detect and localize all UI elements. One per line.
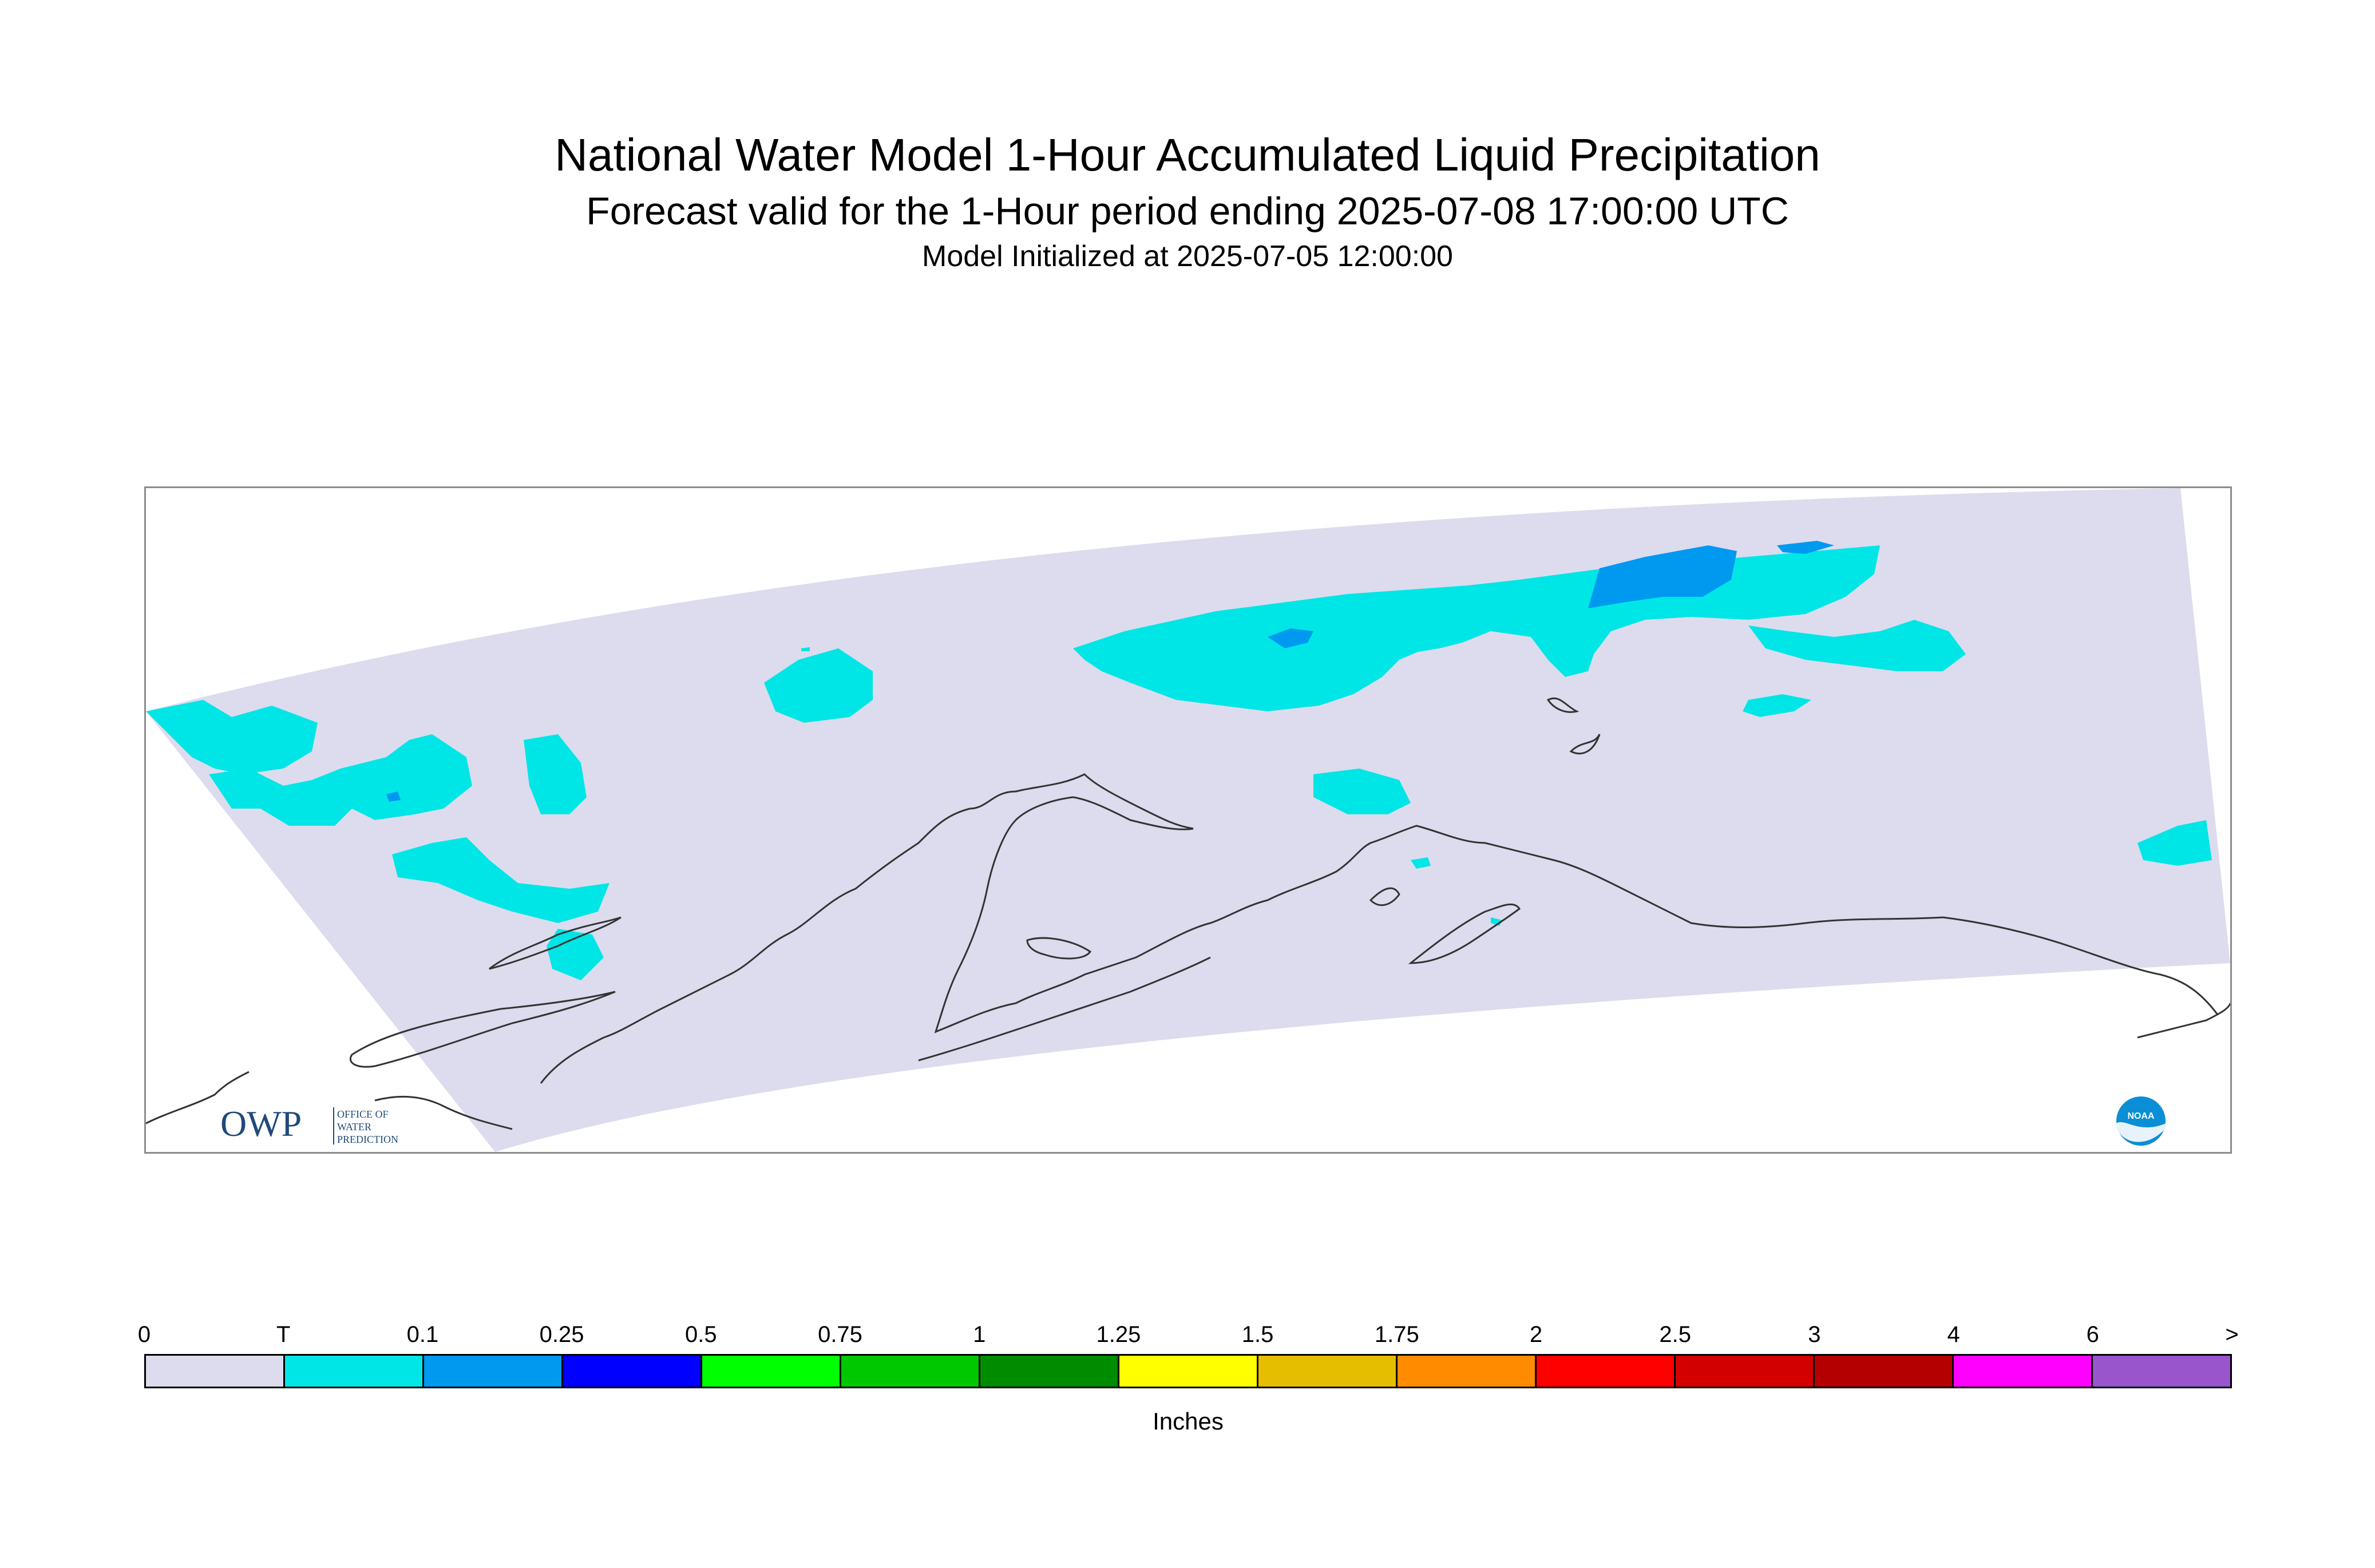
- legend-swatch: [841, 1356, 980, 1387]
- svg-text:PREDICTION: PREDICTION: [337, 1134, 398, 1145]
- legend-swatch: [980, 1356, 1119, 1387]
- legend-units: Inches: [1153, 1408, 1224, 1435]
- owp-logo-icon: OWP OFFICE OF WATER PREDICTION: [220, 1103, 398, 1145]
- legend-tick-label: 6: [2086, 1322, 2099, 1347]
- colorbar: [144, 1354, 2232, 1388]
- precip-light-areas: [386, 541, 1834, 802]
- legend-swatch: [1258, 1356, 1398, 1387]
- legend-tick-label: 0.75: [818, 1322, 862, 1347]
- legend-tick-label: 0.1: [406, 1322, 439, 1347]
- legend-swatch: [146, 1356, 285, 1387]
- legend-swatch: [702, 1356, 841, 1387]
- legend-tick-label: 2: [1529, 1322, 1543, 1347]
- legend-tick-label: 0.25: [539, 1322, 584, 1347]
- svg-text:OFFICE OF: OFFICE OF: [337, 1108, 389, 1120]
- legend-tick-label: T: [276, 1322, 291, 1347]
- legend-tick-label: 2.5: [1659, 1322, 1691, 1347]
- legend-tick-label: 1: [973, 1322, 986, 1347]
- noaa-logo-icon: NOAA: [2115, 1095, 2167, 1147]
- color-legend: 0 T 0.1 0.25 0.5 0.75 1 1.25 1.5 1.75 2 2.5 3 4 6 > Inc…: [138, 1322, 2239, 1465]
- legend-swatch: [424, 1356, 563, 1387]
- legend-tick-label: 3: [1808, 1322, 1821, 1347]
- map-title: National Water Model 1-Hour Accumulated …: [555, 129, 1820, 180]
- legend-swatch: [1537, 1356, 1676, 1387]
- legend-swatch: [2093, 1356, 2230, 1387]
- legend-tick-label: 1.5: [1241, 1322, 1274, 1347]
- model-domain: [146, 488, 2230, 1152]
- svg-text:NOAA: NOAA: [2127, 1111, 2155, 1121]
- map-subtitle: Forecast valid for the 1-Hour period end…: [586, 189, 1789, 233]
- legend-tick-label: 0: [137, 1322, 151, 1347]
- legend-swatch: [1398, 1356, 1537, 1387]
- map-canvas: [146, 488, 2230, 1152]
- legend-swatch: [1815, 1356, 1954, 1387]
- coastlines: [146, 697, 2230, 1130]
- precipitation-map: OWP OFFICE OF WATER PREDICTION NOAA: [144, 486, 2232, 1154]
- owp-logo-text: OWP: [220, 1103, 302, 1144]
- legend-swatch: [563, 1356, 702, 1387]
- legend-swatch: [1676, 1356, 1815, 1387]
- legend-swatch: [1119, 1356, 1258, 1387]
- model-init-time: Model Initialized at 2025-07-05 12:00:00: [922, 240, 1453, 273]
- legend-tick-label: 1.75: [1374, 1322, 1419, 1347]
- legend-swatch: [285, 1356, 424, 1387]
- legend-tick-label: 4: [1947, 1322, 1960, 1347]
- legend-swatch: [1954, 1356, 2093, 1387]
- legend-tick-label: 0.5: [684, 1322, 717, 1347]
- legend-tick-label: 1.25: [1096, 1322, 1141, 1347]
- svg-text:WATER: WATER: [337, 1121, 371, 1133]
- legend-tick-label: >: [2225, 1322, 2239, 1347]
